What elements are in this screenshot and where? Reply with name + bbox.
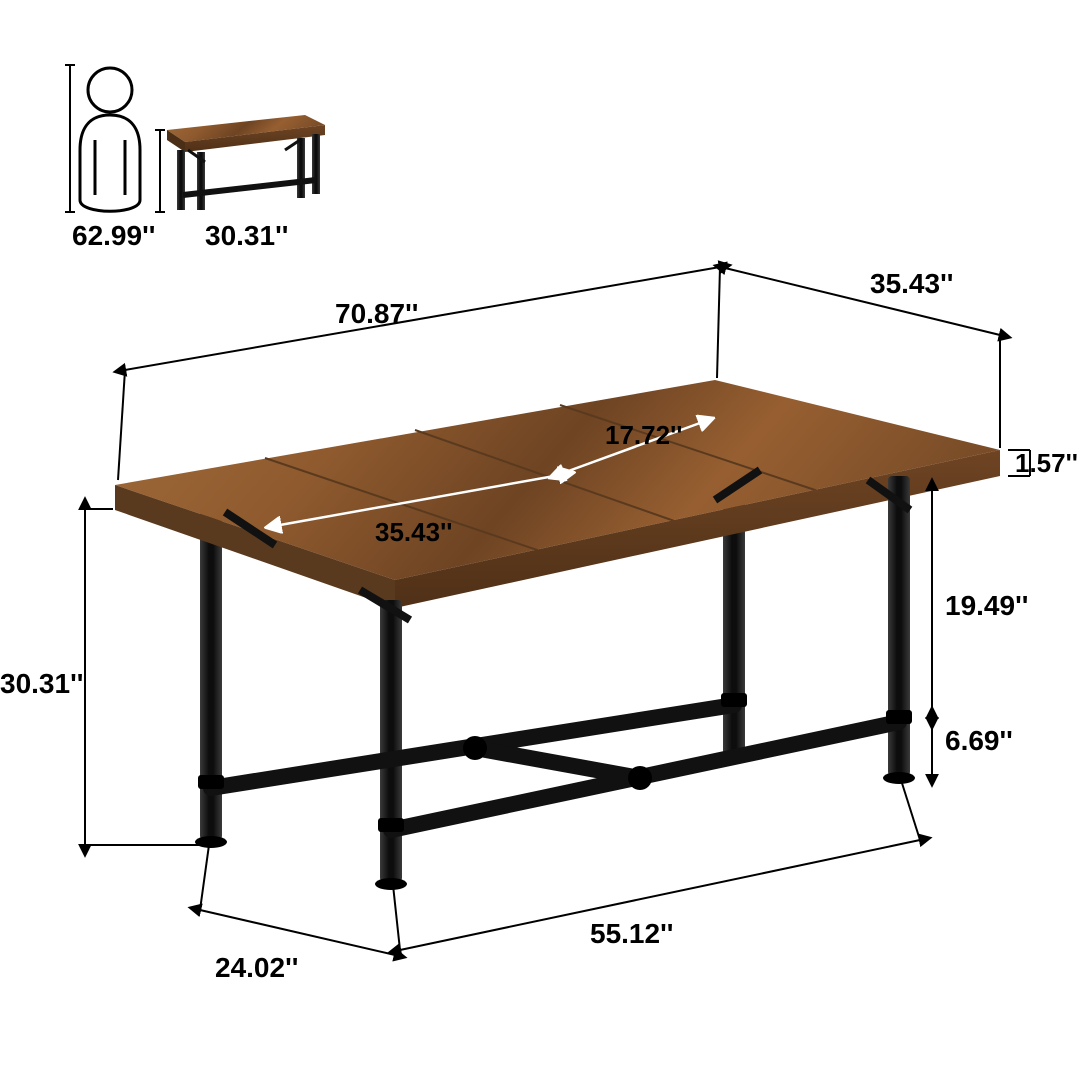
dim-width-top-label: 35.43'' bbox=[870, 268, 953, 300]
inset-person-height-label: 62.99'' bbox=[72, 220, 155, 252]
dim-legspan-length-label: 55.12'' bbox=[590, 918, 673, 950]
person-icon bbox=[80, 68, 140, 211]
dim-legroom-label: 19.49'' bbox=[945, 590, 1028, 622]
dimension-diagram bbox=[0, 0, 1080, 1080]
dim-length-label: 70.87'' bbox=[335, 298, 418, 330]
dim-plank-width-label: 17.72'' bbox=[605, 420, 682, 451]
dim-height-total-label: 30.31'' bbox=[0, 668, 83, 700]
dim-legspan-width-label: 24.02'' bbox=[215, 952, 298, 984]
inset-table-height-label: 30.31'' bbox=[205, 220, 288, 252]
dim-crossbar-label: 6.69'' bbox=[945, 725, 1013, 757]
table-main bbox=[115, 380, 1000, 890]
dim-thickness-label: 1.57'' bbox=[1015, 448, 1078, 479]
inset-scale bbox=[65, 65, 325, 212]
dim-plank-length-label: 35.43'' bbox=[375, 517, 452, 548]
mini-table-icon bbox=[167, 115, 325, 210]
